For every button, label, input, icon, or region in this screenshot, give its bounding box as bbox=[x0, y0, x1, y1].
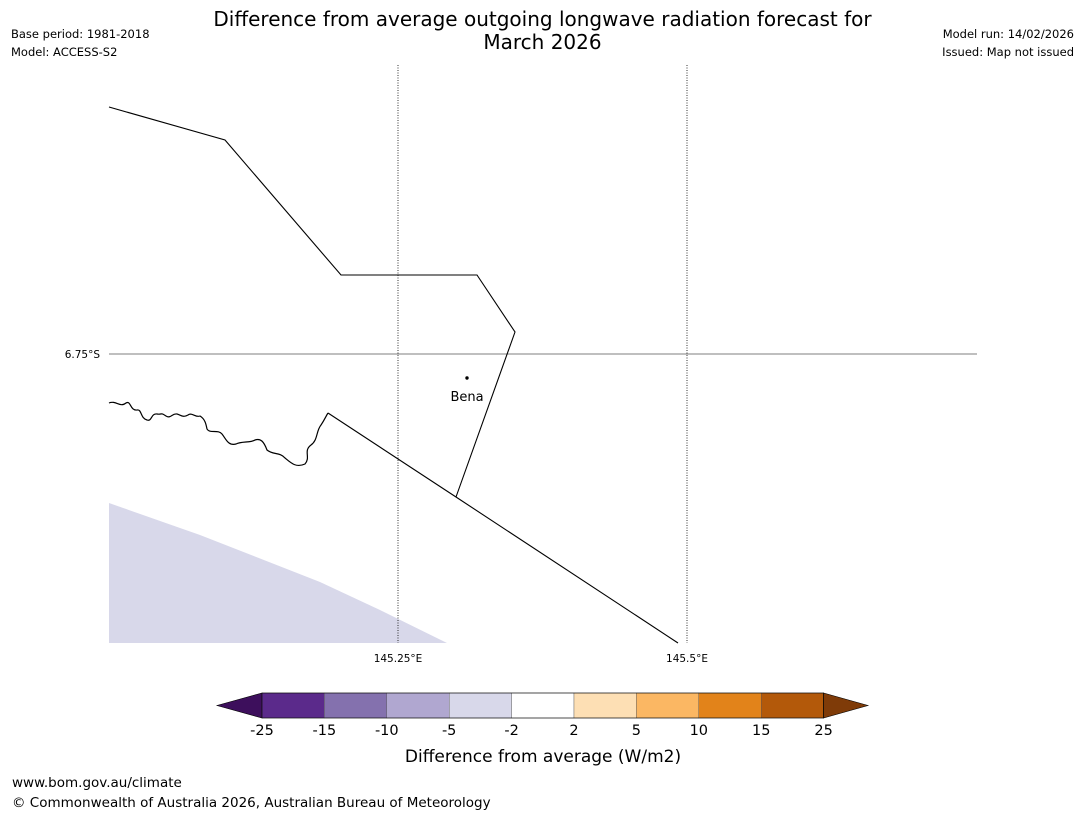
colorbar-tick-1: -25 bbox=[250, 723, 274, 739]
colorbar-tick-7: 5 bbox=[632, 723, 641, 739]
colorbar-outline bbox=[261, 692, 824, 719]
province-boundary-south bbox=[327, 412, 679, 644]
colorbar-segment-8 bbox=[698, 692, 762, 719]
colorbar-segment-6 bbox=[573, 692, 637, 719]
colorbar-tick-10: 25 bbox=[814, 723, 832, 739]
colorbar: -25 -15 -10 -5 -2 2 5 10 15 25 Differenc… bbox=[215, 692, 870, 767]
model-name: Model: ACCESS-S2 bbox=[11, 45, 118, 59]
colorbar-segment-2 bbox=[324, 692, 387, 719]
colorbar-label: Difference from average (W/m2) bbox=[405, 747, 681, 767]
footer-url[interactable]: www.bom.gov.au/climate bbox=[12, 775, 182, 791]
shaded-anomaly-area bbox=[109, 503, 447, 643]
colorbar-segment-9 bbox=[761, 692, 824, 719]
colorbar-tick-6: 2 bbox=[569, 723, 578, 739]
meta-right: Model run: 14/02/2026 Issued: Map not is… bbox=[942, 25, 1074, 61]
colorbar-tick-8: 10 bbox=[690, 723, 708, 739]
title-line-1: Difference from average outgoing longwav… bbox=[213, 7, 872, 31]
province-boundary-north bbox=[108, 106, 516, 498]
colorbar-tick-5: -2 bbox=[504, 723, 518, 739]
colorbar-segment-5 bbox=[511, 692, 575, 719]
footer-copyright: © Commonwealth of Australia 2026, Austra… bbox=[12, 795, 491, 811]
colorbar-segment-4 bbox=[449, 692, 512, 719]
meta-left: Base period: 1981-2018 Model: ACCESS-S2 bbox=[11, 25, 150, 61]
colorbar-extend-high bbox=[823, 692, 870, 719]
colorbar-segment-7 bbox=[636, 692, 700, 719]
colorbar-extend-low bbox=[215, 692, 263, 719]
map-title: Difference from average outgoing longwav… bbox=[0, 8, 1085, 54]
bena-dot bbox=[465, 376, 469, 380]
colorbar-tick-9: 15 bbox=[752, 723, 770, 739]
river-line bbox=[108, 401, 329, 467]
colorbar-tick-3: -10 bbox=[375, 723, 399, 739]
lon-label-1: 145.25°E bbox=[374, 653, 423, 665]
colorbar-tick-4: -5 bbox=[442, 723, 456, 739]
lon-label-2: 145.5°E bbox=[666, 653, 708, 665]
colorbar-segment-3 bbox=[386, 692, 450, 719]
base-period: Base period: 1981-2018 bbox=[11, 27, 150, 41]
colorbar-tick-2: -15 bbox=[313, 723, 337, 739]
model-run: Model run: 14/02/2026 bbox=[942, 27, 1074, 41]
title-line-2: March 2026 bbox=[483, 30, 602, 54]
issued-status: Issued: Map not issued bbox=[942, 45, 1074, 59]
place-label-bena: Bena bbox=[450, 390, 483, 405]
colorbar-segment-1 bbox=[261, 692, 325, 719]
lat-label: 6.75°S bbox=[65, 349, 101, 361]
